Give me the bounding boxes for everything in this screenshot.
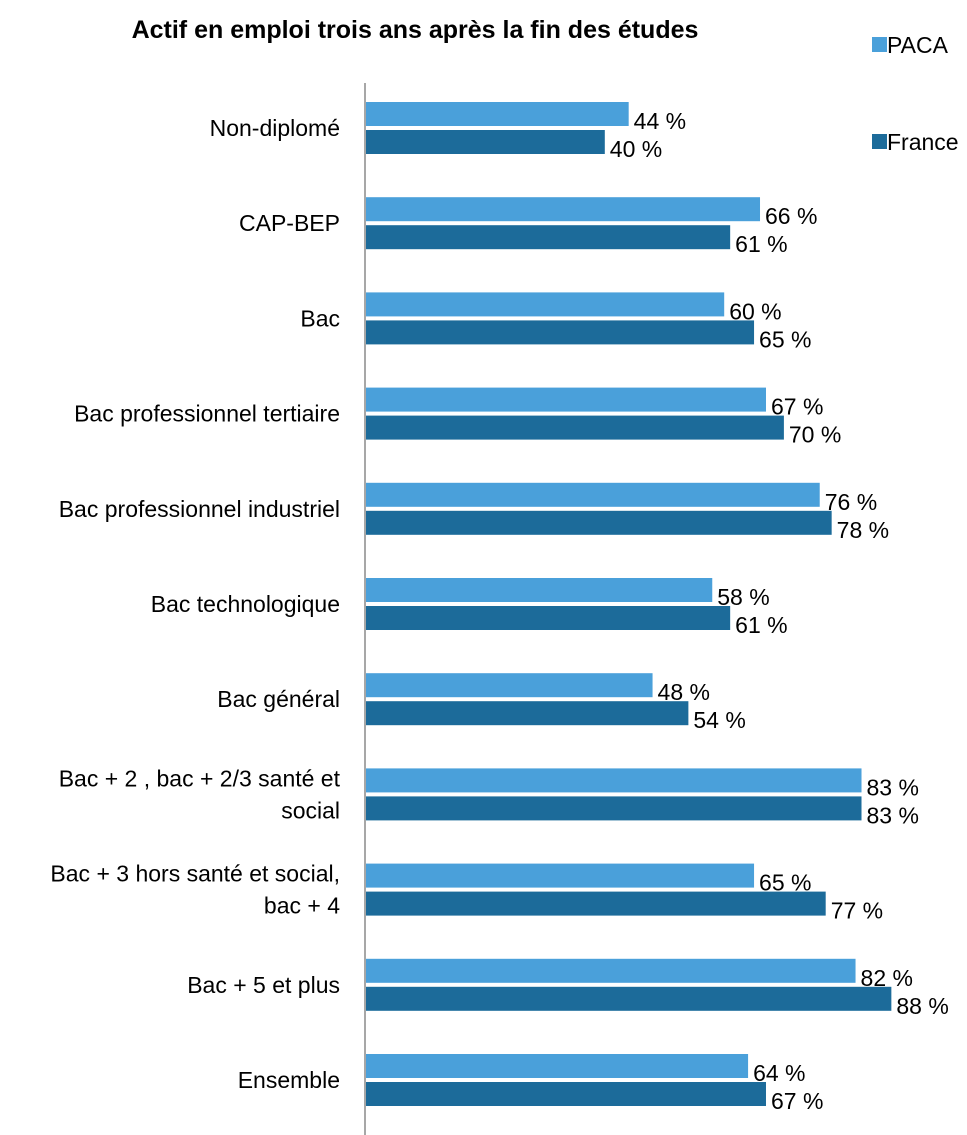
bar-france [366,796,862,821]
category-label: Bac + 2 , bac + 2/3 santé et social [59,765,341,823]
data-label-france: 65 % [759,326,811,352]
legend-swatch-paca [872,37,887,52]
bar-paca [366,768,862,793]
data-label-france: 61 % [735,612,787,638]
value-labels: 44 %40 %66 %61 %60 %65 %67 %70 %76 %78 %… [610,108,949,1114]
legend: PACA France [872,32,959,155]
data-label-france: 61 % [735,231,787,257]
bar-paca [366,673,653,698]
category-label: Bac technologique [151,591,340,617]
data-label-paca: 58 % [717,584,769,610]
bar-france [366,415,784,440]
category-label: Bac général [217,686,340,712]
data-label-paca: 67 % [771,394,823,420]
data-label-france: 40 % [610,136,662,162]
data-label-paca: 65 % [759,870,811,896]
category-label: Ensemble [238,1067,340,1093]
category-label: Bac + 5 et plus [187,972,340,998]
bar-france [366,130,605,154]
data-label-france: 78 % [837,517,889,543]
bar-paca [366,1054,749,1078]
category-labels: Non-diplomé CAP-BEP Bac Bac professionnel t… [50,115,340,1093]
data-label-paca: 60 % [729,298,781,324]
legend-label-france: France [887,129,959,155]
category-label: Bac [300,305,340,331]
data-label-france: 77 % [831,898,883,924]
data-label-paca: 44 % [634,108,686,134]
bars-group [366,102,892,1106]
legend-swatch-france [872,134,887,149]
chart-title: Actif en emploi trois ans après la fin d… [132,16,699,44]
bar-france [366,606,731,630]
data-label-france: 83 % [867,802,919,828]
data-label-paca: 82 % [861,965,913,991]
data-label-france: 88 % [896,993,948,1019]
category-label: Bac professionnel tertiaire [74,401,340,427]
bar-paca [366,863,755,888]
data-label-paca: 48 % [658,679,710,705]
data-label-france: 67 % [771,1088,823,1114]
bar-france [366,510,832,535]
data-label-paca: 76 % [825,489,877,515]
bar-paca [366,578,713,602]
legend-label-paca: PACA [887,32,949,58]
bar-paca [366,102,629,126]
bar-paca [366,197,761,222]
data-label-france: 54 % [693,707,745,733]
bar-france [366,320,755,345]
bar-paca [366,482,820,507]
bar-france [366,891,826,916]
data-label-paca: 66 % [765,203,817,229]
bar-france [366,1082,766,1106]
bar-france [366,701,689,726]
category-label: CAP-BEP [239,210,340,236]
data-label-paca: 64 % [753,1060,805,1086]
category-label: Bac + 3 hors santé et social, bac + 4 [50,861,340,919]
category-label: Bac professionnel industriel [59,496,340,522]
bar-france [366,986,892,1011]
category-label: Non-diplomé [210,115,340,141]
bar-france [366,225,731,250]
bar-paca [366,958,856,983]
bar-paca [366,387,766,412]
bar-paca [366,292,725,317]
data-label-paca: 83 % [867,774,919,800]
data-label-france: 70 % [789,422,841,448]
